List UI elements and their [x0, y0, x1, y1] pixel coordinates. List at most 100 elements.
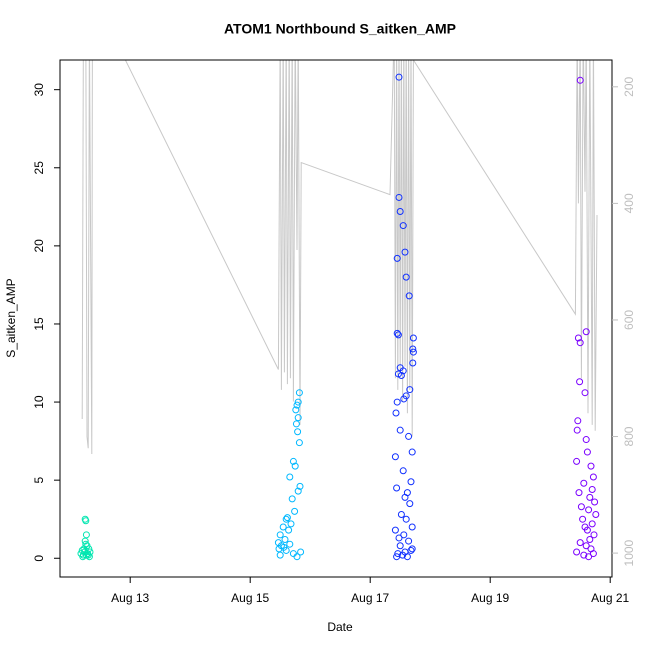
point [287, 520, 295, 528]
point [286, 473, 294, 481]
point [400, 395, 408, 403]
point [407, 478, 415, 486]
point [576, 539, 584, 547]
point [294, 414, 302, 422]
plot-frame [59, 59, 613, 578]
point [402, 273, 410, 281]
point [586, 536, 594, 544]
point [391, 453, 399, 461]
point [591, 498, 599, 506]
point [579, 515, 587, 523]
point [82, 517, 90, 525]
x-tick-label: Aug 21 [591, 591, 629, 605]
point [396, 208, 404, 216]
y-tick-label: 25 [32, 161, 46, 175]
point [583, 526, 591, 534]
point [408, 545, 416, 553]
y-tick-label: 30 [32, 83, 46, 97]
point [582, 436, 590, 444]
point [406, 386, 414, 394]
point [394, 331, 402, 339]
point [400, 531, 408, 539]
point [276, 531, 284, 539]
point [406, 500, 414, 508]
point [291, 507, 299, 515]
point [395, 534, 403, 542]
point [577, 503, 585, 511]
point [285, 526, 293, 534]
y2-tick-label: 800 [622, 426, 636, 446]
point [288, 495, 296, 503]
point [401, 493, 409, 501]
x-tick-label: Aug 19 [471, 591, 509, 605]
x-tick-label: Aug 17 [351, 591, 389, 605]
point [294, 398, 302, 406]
point [393, 329, 401, 337]
point [296, 482, 304, 490]
point [592, 511, 600, 519]
point [576, 378, 584, 386]
point [585, 553, 593, 561]
point [293, 553, 301, 561]
y-tick-label: 15 [32, 317, 46, 331]
point [393, 254, 401, 262]
point [573, 457, 581, 465]
point [586, 493, 594, 501]
point [574, 334, 582, 342]
y-tick-label: 5 [32, 477, 46, 484]
point [291, 462, 299, 470]
y-tick-label: 10 [32, 395, 46, 409]
point [294, 487, 302, 495]
point [391, 526, 399, 534]
point [409, 334, 417, 342]
point [280, 543, 288, 551]
point [405, 292, 413, 300]
point [279, 523, 287, 531]
point [82, 540, 90, 548]
point [293, 401, 301, 409]
line-series [81, 60, 598, 455]
point [587, 462, 595, 470]
point [394, 550, 402, 558]
point [292, 420, 300, 428]
point [409, 348, 417, 356]
point [405, 432, 413, 440]
point [573, 548, 581, 556]
point [582, 542, 590, 550]
point [397, 511, 405, 519]
point [576, 76, 584, 84]
point [276, 551, 284, 559]
point [289, 457, 297, 465]
point [397, 372, 405, 380]
point [396, 542, 404, 550]
point [582, 328, 590, 336]
point [589, 550, 597, 558]
point [392, 409, 400, 417]
point [575, 489, 583, 497]
point [590, 531, 598, 539]
point [409, 345, 417, 353]
x-axis-label: Date [327, 620, 353, 634]
point [283, 514, 291, 522]
point [408, 448, 416, 456]
point [395, 193, 403, 201]
point [574, 417, 582, 425]
y-tick-label: 0 [32, 555, 46, 562]
point [576, 339, 584, 347]
point [405, 537, 413, 545]
point [295, 389, 303, 397]
point [399, 222, 407, 230]
y2-tick-label: 400 [622, 193, 636, 213]
point [580, 479, 588, 487]
x-tick-label: Aug 15 [231, 591, 269, 605]
y-axis-label: S_aitken_AMP [4, 278, 18, 357]
point [393, 553, 401, 561]
point [292, 406, 300, 414]
point [583, 448, 591, 456]
point [580, 551, 588, 559]
point [393, 484, 401, 492]
point [282, 515, 290, 523]
plot-area [77, 60, 600, 561]
